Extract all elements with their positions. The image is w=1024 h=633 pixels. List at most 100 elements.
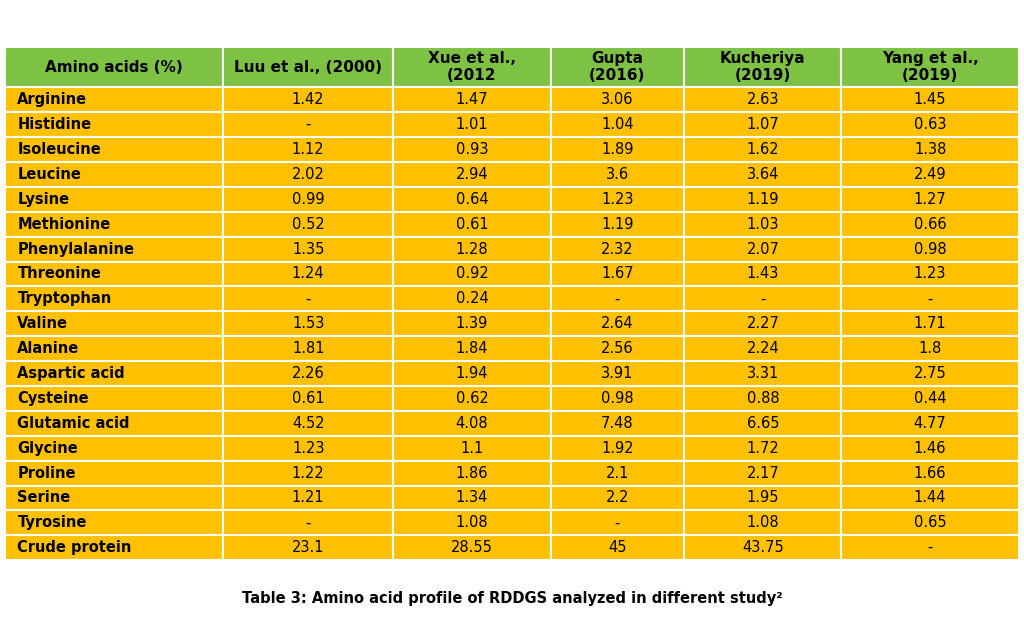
Text: 0.61: 0.61: [292, 391, 325, 406]
Text: 1.45: 1.45: [914, 92, 946, 107]
Bar: [842, 286, 1019, 311]
Text: 0.66: 0.66: [913, 216, 946, 232]
Bar: [684, 286, 842, 311]
Text: Xue et al.,
(2012: Xue et al., (2012: [428, 51, 516, 84]
Text: 7.48: 7.48: [601, 416, 634, 431]
Bar: [223, 162, 393, 187]
Bar: [842, 361, 1019, 386]
Text: 1.34: 1.34: [456, 491, 488, 506]
Text: 1.28: 1.28: [456, 242, 488, 256]
Bar: [5, 87, 223, 112]
Text: 2.26: 2.26: [292, 366, 325, 381]
Bar: [223, 237, 393, 261]
Text: 4.52: 4.52: [292, 416, 325, 431]
Bar: [551, 112, 684, 137]
Bar: [5, 237, 223, 261]
Text: 2.49: 2.49: [913, 167, 946, 182]
Text: Lysine: Lysine: [17, 192, 70, 207]
Bar: [5, 486, 223, 510]
Text: 45: 45: [608, 540, 627, 555]
Text: 2.1: 2.1: [606, 466, 629, 480]
Bar: [5, 112, 223, 137]
Text: 2.07: 2.07: [746, 242, 779, 256]
Text: Kucheriya
(2019): Kucheriya (2019): [720, 51, 806, 84]
Bar: [223, 361, 393, 386]
Text: 2.2: 2.2: [605, 491, 629, 506]
Bar: [684, 47, 842, 87]
Bar: [393, 162, 551, 187]
Bar: [551, 187, 684, 212]
Bar: [842, 47, 1019, 87]
Bar: [551, 336, 684, 361]
Bar: [551, 361, 684, 386]
Text: 1.08: 1.08: [456, 515, 488, 530]
Text: -: -: [614, 515, 621, 530]
Bar: [684, 162, 842, 187]
Bar: [551, 411, 684, 436]
Bar: [684, 112, 842, 137]
Text: 1.44: 1.44: [914, 491, 946, 506]
Bar: [684, 137, 842, 162]
Text: 4.08: 4.08: [456, 416, 488, 431]
Text: 1.03: 1.03: [746, 216, 779, 232]
Bar: [393, 461, 551, 486]
Text: -: -: [928, 291, 933, 306]
Bar: [842, 461, 1019, 486]
Bar: [842, 386, 1019, 411]
Bar: [223, 212, 393, 237]
Text: 1.01: 1.01: [456, 117, 488, 132]
Text: 1.27: 1.27: [913, 192, 946, 207]
Bar: [684, 187, 842, 212]
Bar: [5, 436, 223, 461]
Bar: [842, 237, 1019, 261]
Text: 2.17: 2.17: [746, 466, 779, 480]
Bar: [684, 261, 842, 286]
Text: 0.98: 0.98: [601, 391, 634, 406]
Text: Gupta
(2016): Gupta (2016): [589, 51, 645, 84]
Text: 1.23: 1.23: [292, 441, 325, 456]
Text: 3.91: 3.91: [601, 366, 634, 381]
Bar: [684, 461, 842, 486]
Bar: [5, 336, 223, 361]
Bar: [684, 336, 842, 361]
Bar: [684, 411, 842, 436]
Bar: [393, 87, 551, 112]
Text: 23.1: 23.1: [292, 540, 325, 555]
Bar: [842, 137, 1019, 162]
Text: Luu et al., (2000): Luu et al., (2000): [234, 60, 382, 75]
Bar: [842, 510, 1019, 536]
Text: 2.56: 2.56: [601, 341, 634, 356]
Bar: [223, 112, 393, 137]
Text: 1.72: 1.72: [746, 441, 779, 456]
Bar: [393, 286, 551, 311]
Bar: [551, 486, 684, 510]
Text: 2.94: 2.94: [456, 167, 488, 182]
Text: -: -: [614, 291, 621, 306]
Text: 0.64: 0.64: [456, 192, 488, 207]
Bar: [684, 486, 842, 510]
Bar: [5, 461, 223, 486]
Text: Phenylalanine: Phenylalanine: [17, 242, 134, 256]
Text: 2.24: 2.24: [746, 341, 779, 356]
Bar: [223, 386, 393, 411]
Bar: [684, 237, 842, 261]
Text: 2.75: 2.75: [913, 366, 946, 381]
Text: Yang et al.,
(2019): Yang et al., (2019): [882, 51, 979, 84]
Text: Methionine: Methionine: [17, 216, 111, 232]
Bar: [223, 411, 393, 436]
Text: Proline: Proline: [17, 466, 76, 480]
Bar: [551, 461, 684, 486]
Text: Tyrosine: Tyrosine: [17, 515, 87, 530]
Text: 0.52: 0.52: [292, 216, 325, 232]
Text: Arginine: Arginine: [17, 92, 87, 107]
Bar: [5, 212, 223, 237]
Text: Table 3: Amino acid profile of RDDGS analyzed in different study²: Table 3: Amino acid profile of RDDGS ana…: [242, 591, 782, 606]
Text: 1.67: 1.67: [601, 266, 634, 282]
Bar: [393, 336, 551, 361]
Text: 1.38: 1.38: [914, 142, 946, 157]
Text: 6.65: 6.65: [746, 416, 779, 431]
Text: 1.43: 1.43: [746, 266, 779, 282]
Bar: [5, 286, 223, 311]
Text: 1.42: 1.42: [292, 92, 325, 107]
Text: 2.32: 2.32: [601, 242, 634, 256]
